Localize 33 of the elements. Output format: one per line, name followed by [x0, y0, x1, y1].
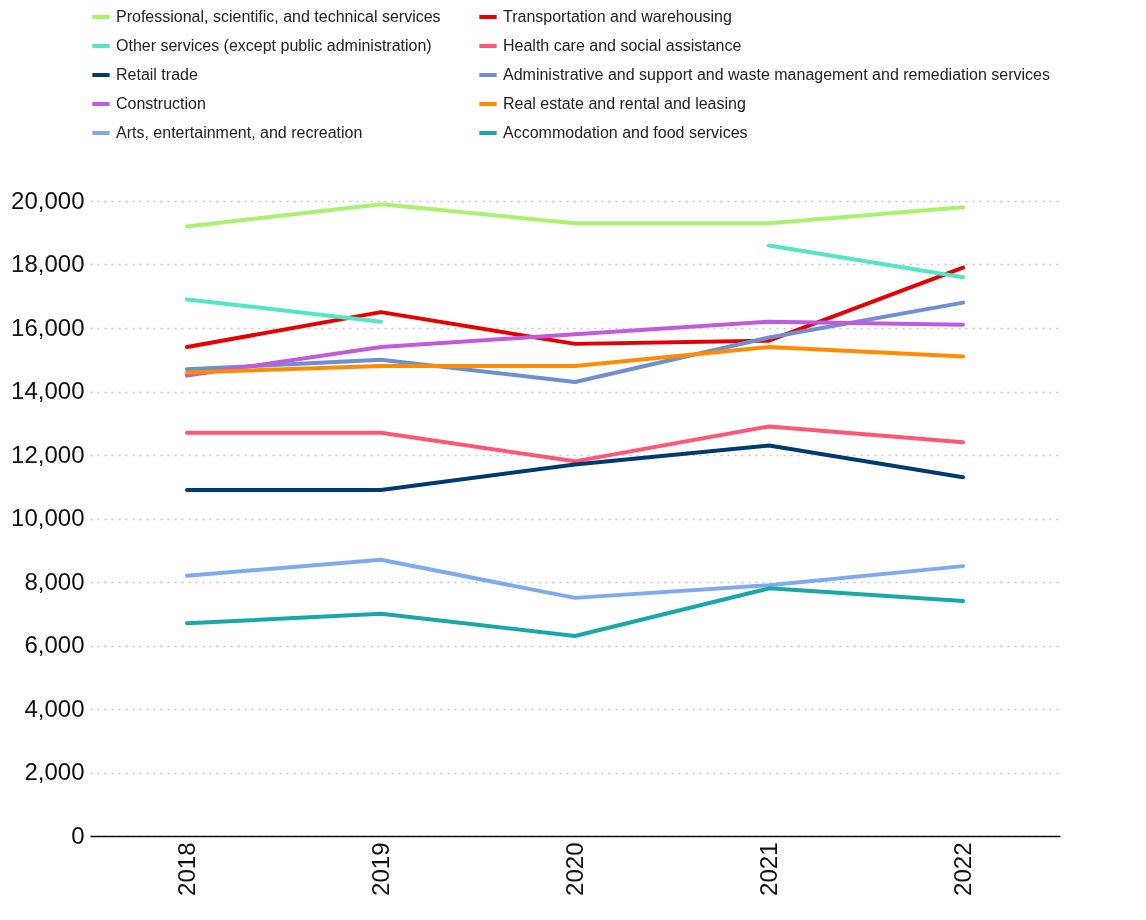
- legend-label: Transportation and warehousing: [503, 8, 732, 25]
- y-tick-label: 10,000: [11, 504, 85, 531]
- line-series: [185, 319, 965, 378]
- y-tick-label: 2,000: [24, 758, 85, 785]
- legend-label: Administrative and support and waste management and remediation services: [503, 66, 1050, 83]
- y-tick-label: 6,000: [24, 631, 85, 658]
- line-series: [185, 202, 965, 229]
- legend-label: Other services (except public administration): [116, 37, 432, 54]
- legend-label: Professional, scientific, and technical services: [116, 8, 441, 25]
- y-tick-label: 20,000: [11, 186, 85, 214]
- line-series: [185, 557, 965, 600]
- y-tick-label: 14,000: [11, 377, 85, 404]
- x-tick-label: 2019: [366, 842, 394, 896]
- legend-label: Arts, entertainment, and recreation: [116, 124, 363, 141]
- y-tick-label: 16,000: [11, 313, 85, 341]
- x-tick-label: 2021: [754, 842, 782, 896]
- legend-label: Retail trade: [116, 66, 198, 83]
- y-tick-label: 0: [71, 821, 85, 849]
- x-tick-label: 2022: [948, 842, 976, 896]
- legend-label: Real estate and rental and leasing: [503, 95, 746, 112]
- y-tick-label: 4,000: [24, 694, 85, 722]
- line-series: [185, 345, 965, 375]
- y-tick-label: 12,000: [11, 440, 85, 468]
- y-tick-label: 18,000: [11, 250, 85, 277]
- line-series: [185, 586, 965, 638]
- line-series: [185, 424, 965, 464]
- x-tick-label: 2020: [560, 842, 588, 896]
- line-series: [185, 443, 965, 492]
- y-tick-label: 8,000: [24, 567, 85, 595]
- legend-label: Accommodation and food services: [503, 124, 748, 141]
- legend-label: Construction: [116, 95, 206, 112]
- legend-label: Health care and social assistance: [503, 37, 742, 54]
- x-tick-label: 2018: [172, 842, 200, 896]
